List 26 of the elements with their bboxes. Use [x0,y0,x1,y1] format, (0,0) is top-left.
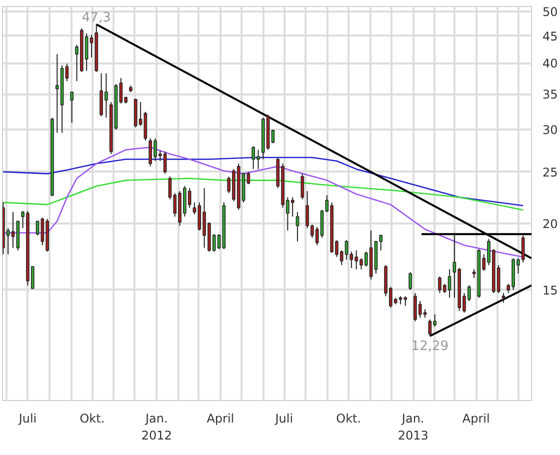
x-tick-label: Juli [18,412,37,426]
candlestick [300,173,304,200]
line-series [2,178,524,211]
x-tick-label: Juli [274,412,294,426]
x-tick-label: Okt. [80,412,105,426]
y-tick-label: 15 [542,283,558,298]
annotation: 47,3 [82,10,111,26]
candlestick [65,63,69,82]
y-tick-label: 25 [542,165,558,180]
x-tick-label: Okt. [336,412,362,426]
candlestick [36,220,40,236]
y-tick-label: 40 [542,56,558,71]
x-tick-label: Jan. 2013 [398,412,428,442]
candlestick [408,272,412,290]
x-tick-label: Jan. 2012 [141,412,172,442]
y-tick-label: 45 [542,29,558,44]
y-tick-label: 20 [542,216,558,231]
x-tick-label: April [206,412,234,426]
y-tick-label: 35 [542,88,558,102]
x-tick-label: April [462,412,490,426]
candlestick [271,129,275,144]
y-tick-label: 50 [542,5,558,20]
candlestick [70,92,74,124]
candlestick [296,212,300,242]
annotation: 12,29 [411,339,449,354]
y-tick-label: 30 [542,123,558,138]
